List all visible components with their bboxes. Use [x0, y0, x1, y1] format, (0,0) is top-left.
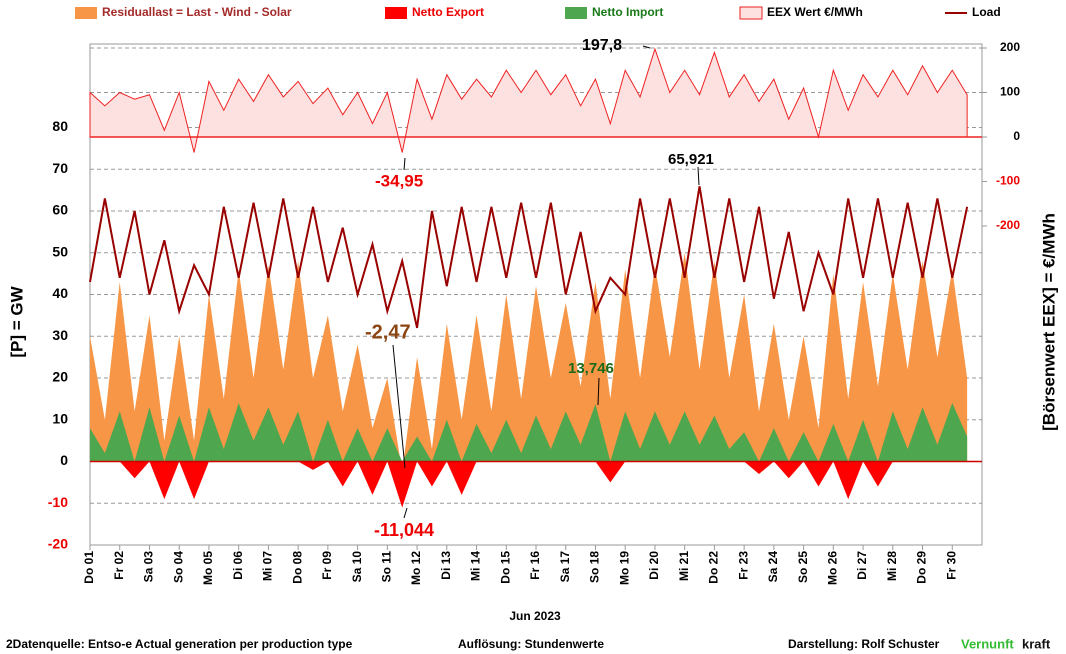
x-tick-label: Mi 14 — [469, 551, 483, 581]
y2-tick-label: 0 — [1013, 129, 1020, 143]
y-tick-label: -10 — [48, 494, 68, 510]
annotation-leader — [697, 166, 700, 186]
legend-label: Load — [972, 5, 1001, 19]
x-tick-label: Mi 21 — [677, 551, 691, 581]
legend-swatch — [75, 7, 97, 19]
x-tick-label: Di 20 — [647, 551, 661, 580]
footer-source: 2Datenquelle: Entso-e Actual generation … — [6, 637, 353, 651]
x-axis-label: Jun 2023 — [509, 609, 561, 623]
x-tick-label: Mo 26 — [826, 551, 840, 585]
annotation-leader — [392, 344, 406, 469]
area — [90, 252, 968, 472]
x-tick-label: Di 27 — [855, 551, 869, 580]
x-tick-label: Fr 30 — [944, 551, 958, 580]
y-tick-label: 30 — [52, 327, 68, 343]
annotation: 13,746 — [568, 360, 614, 377]
x-tick-label: Fr 02 — [112, 551, 126, 580]
x-tick-label: Di 06 — [231, 551, 245, 580]
y2-axis-label: [Börsenwert EEX] = €/MWh — [1039, 213, 1058, 431]
x-tick-label: So 11 — [380, 551, 394, 583]
legend-swatch — [385, 7, 407, 19]
annotation: -11,044 — [374, 520, 434, 540]
x-tick-label: Mo 12 — [409, 551, 423, 585]
annotation: 65,921 — [668, 151, 714, 168]
annotation-leader — [403, 507, 408, 519]
area — [89, 47, 968, 153]
x-tick-label: Mo 19 — [617, 551, 631, 585]
footer-resolution: Auflösung: Stundenwerte — [458, 637, 604, 651]
x-tick-label: Mo 05 — [201, 551, 215, 585]
x-tick-label: Sa 24 — [766, 551, 780, 583]
x-tick-label: Sa 10 — [350, 551, 364, 583]
x-tick-label: Fr 23 — [736, 551, 750, 580]
footer-author: Darstellung: Rolf Schuster — [788, 637, 940, 651]
x-tick-label: Sa 03 — [142, 551, 156, 583]
y-tick-label: 40 — [52, 285, 68, 301]
area — [90, 403, 968, 462]
legend-swatch — [739, 6, 763, 20]
x-tick-label: Fr 16 — [528, 551, 542, 580]
y-tick-label: -20 — [48, 536, 68, 552]
x-tick-label: Mi 07 — [261, 551, 275, 581]
x-tick-label: Do 15 — [498, 551, 512, 584]
x-tick-label: Di 13 — [439, 551, 453, 580]
y-tick-label: 10 — [52, 410, 68, 426]
annotation: 197,8 — [582, 37, 622, 54]
y2-tick-label: 100 — [1000, 85, 1020, 99]
annotation-leader — [642, 45, 651, 49]
y2-tick-label: -200 — [996, 218, 1020, 232]
x-tick-label: So 18 — [588, 551, 602, 583]
y-tick-label: 20 — [52, 369, 68, 385]
x-tick-label: Do 08 — [290, 551, 304, 584]
annotation-leader — [597, 377, 600, 406]
x-tick-label: So 04 — [171, 551, 185, 583]
legend-label: EEX Wert €/MWh — [767, 5, 863, 19]
legend-label: Residuallast = Last - Wind - Solar — [102, 5, 292, 19]
x-tick-label: Do 29 — [915, 551, 929, 584]
x-tick-label: So 25 — [796, 551, 810, 583]
y-tick-label: 80 — [52, 118, 68, 134]
y-tick-label: 60 — [52, 202, 68, 218]
line — [89, 186, 969, 329]
area — [90, 461, 968, 508]
brand-1: Vernunft — [961, 636, 1014, 651]
annotation: -2,47 — [365, 321, 411, 343]
brand-2: kraft — [1022, 636, 1051, 651]
x-tick-label: Fr 09 — [320, 551, 334, 580]
x-tick-label: Mi 28 — [885, 551, 899, 581]
x-tick-label: Do 22 — [707, 551, 721, 584]
legend-label: Netto Export — [412, 5, 484, 19]
legend-label: Netto Import — [592, 5, 663, 19]
x-tick-label: Sa 17 — [558, 551, 572, 583]
y-tick-label: 70 — [52, 160, 68, 176]
annotation: -34,95 — [375, 171, 423, 190]
legend-swatch — [565, 7, 587, 19]
y2-tick-label: -100 — [996, 174, 1020, 188]
y-tick-label: 50 — [52, 243, 68, 259]
y2-tick-label: 200 — [1000, 40, 1020, 54]
annotation-leader — [403, 157, 406, 171]
y-tick-label: 0 — [60, 452, 68, 468]
x-tick-label: Do 01 — [82, 551, 96, 584]
y-axis-label: [P] = GW — [7, 285, 26, 357]
